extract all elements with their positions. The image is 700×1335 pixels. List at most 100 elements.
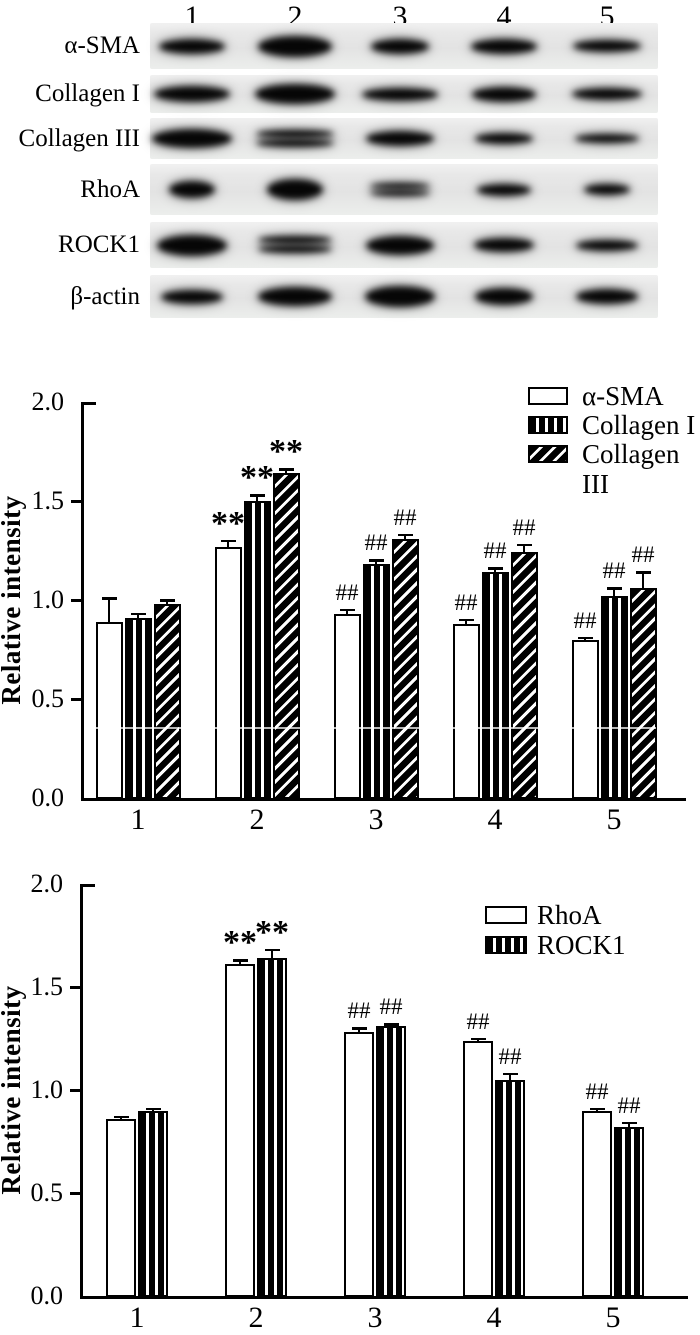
bar-RhoA [463,1040,493,1297]
y-tick-label: 0.5 [30,1178,64,1207]
bar-Collagen I [481,572,509,799]
protein-band [576,239,638,251]
bar-Collagen III [272,473,300,799]
error-bar-cap [145,1107,161,1111]
error-bar-cap [232,959,248,962]
y-tick-label: 0.0 [30,1281,64,1310]
protein-band [584,184,630,195]
error-bar-cap [621,1121,637,1125]
bar-ROCK1 [257,958,287,1297]
legend-label-α-SMA: α-SMA [582,381,664,411]
protein-band [258,287,332,306]
protein-band [256,138,334,147]
legend-label-ROCK1: ROCK1 [537,929,626,960]
error-bar-stem [137,613,139,618]
significance-marker: ** [223,924,257,962]
bar-Collagen III [510,552,538,799]
protein-band [161,289,223,304]
blot-strip [150,275,658,318]
error-bar-stem [108,598,110,622]
significance-marker: ## [573,607,597,633]
significance-marker: ## [512,514,536,540]
protein-band [475,288,533,305]
x-tick-label: 5 [605,1301,621,1334]
significance-marker: ** [211,504,245,542]
error-bar-cap [502,1072,518,1076]
y-axis-tick [70,1191,80,1195]
x-axis-line [81,798,686,801]
blot-strip [150,75,658,113]
significance-marker: ## [347,998,371,1024]
legend-swatch-Collagen I [528,416,568,434]
error-bar-cap [589,1107,605,1111]
legend-swatch-RhoA [485,906,527,924]
protein-band [365,286,435,307]
bar-α-SMA [214,546,242,799]
protein-band [474,238,534,252]
blot-row-label: β-actin [70,282,140,310]
protein-band [255,84,335,104]
error-bar-cap [368,559,384,562]
x-tick-label: 1 [129,1301,145,1334]
bar-ROCK1 [614,1127,644,1297]
legend-swatch-ROCK1 [485,935,527,954]
bar-RhoA [106,1118,136,1297]
y-axis-line [81,402,84,801]
bar-Collagen III [629,588,657,799]
bar-ROCK1 [495,1079,525,1297]
error-bar-stem [346,609,348,614]
bar-ROCK1 [138,1110,168,1297]
bar-Collagen I [124,617,152,799]
error-bar-cap [577,636,593,640]
protein-band [471,38,537,54]
protein-band [152,129,232,148]
y-axis-tick [71,499,81,503]
bar-RhoA [225,964,255,1297]
error-bar-stem [271,949,273,959]
y-axis-tick [71,598,81,602]
bar-α-SMA [452,623,480,799]
significance-marker: ## [617,1092,641,1118]
error-bar-cap [159,599,175,602]
protein-band [154,86,230,102]
protein-band [371,38,429,54]
y-tick-label: 1.0 [31,585,65,614]
blot-strip [150,118,658,159]
significance-marker: ## [454,589,478,615]
blot-strip [150,23,658,69]
error-bar-stem [285,469,287,474]
protein-band [362,87,438,101]
error-bar-cap [516,543,532,547]
significance-marker: ## [466,1008,490,1034]
significance-marker: ** [240,459,274,497]
blot-row-label: α-SMA [64,32,140,59]
protein-band [572,88,642,100]
protein-band [258,236,332,245]
x-tick-label: 5 [606,803,622,836]
error-bar-stem [166,600,168,604]
error-bar-stem [256,495,258,501]
blot-strip [150,164,658,215]
x-tick-label: 1 [130,803,146,836]
bar-Collagen III [391,538,419,799]
protein-band [258,245,332,253]
significance-marker: ## [602,558,626,584]
error-bar-cap [635,571,651,574]
bar-Collagen I [362,564,390,799]
error-bar-stem [494,568,496,573]
error-bar-cap [458,618,474,622]
bar-α-SMA [571,639,599,799]
error-bar-stem [375,560,377,565]
error-bar-cap [339,608,355,612]
error-bar-stem [523,544,525,553]
x-axis-line [80,1296,688,1299]
significance-marker: ** [269,433,303,471]
protein-band [256,129,334,138]
protein-band [366,131,434,146]
error-bar-cap [130,612,146,616]
x-tick-label: 4 [487,803,503,836]
significance-marker: ## [379,994,403,1020]
blot-row-label: ROCK1 [58,231,140,258]
y-tick-label: 0.0 [31,783,65,812]
